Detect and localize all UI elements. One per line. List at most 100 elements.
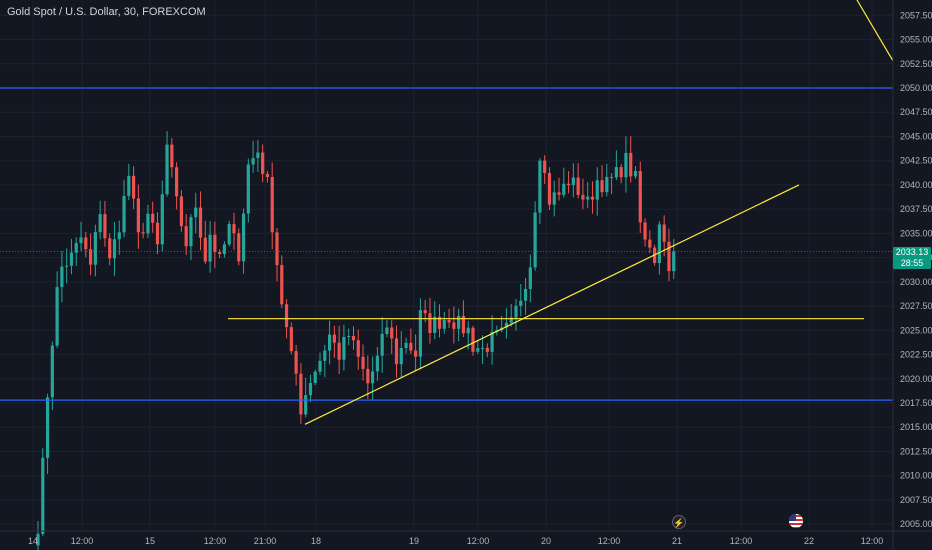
time-tick-label: 12:00 (71, 536, 94, 546)
candle (275, 228, 279, 282)
candle-body (533, 212, 537, 268)
candle-body (447, 319, 451, 323)
candle (184, 214, 188, 255)
candle (361, 344, 365, 381)
price-tick-label: 2052.50 (900, 59, 932, 69)
candle (151, 201, 155, 233)
symbol-title[interactable]: Gold Spot / U.S. Dollar, 30, FOREXCOM (7, 6, 206, 18)
candle (409, 328, 413, 355)
candle (198, 191, 203, 251)
candle-body (457, 315, 461, 329)
price-tick-label: 2040.00 (900, 180, 932, 190)
candle (127, 163, 131, 200)
candle-body (557, 192, 561, 195)
candle-body (605, 176, 609, 193)
candle-body (280, 265, 284, 305)
candle (304, 377, 308, 418)
candle-body (461, 315, 466, 334)
candle-body (313, 371, 317, 383)
candle (327, 320, 332, 365)
candle (648, 230, 652, 254)
candle-body (547, 172, 552, 205)
us-flag-icon[interactable] (789, 514, 803, 528)
price-tick-label: 2007.50 (900, 495, 932, 505)
price-tick-label: 2042.50 (900, 156, 932, 166)
candle (117, 220, 121, 255)
candle (638, 161, 642, 234)
candle-body (84, 237, 88, 250)
candle (337, 325, 341, 375)
candle (418, 298, 422, 370)
candle (232, 212, 236, 250)
candle-body (179, 196, 183, 227)
drawings[interactable] (0, 0, 894, 425)
candle (480, 335, 485, 364)
candle-body (485, 347, 489, 352)
candle (433, 301, 437, 340)
time-axis[interactable]: 14 12:00 15 12:00 21:00 18 19 12:00 20 12:00 21 12:… (28, 536, 883, 546)
candle (485, 343, 489, 358)
candle-body (50, 345, 54, 398)
candle-body (404, 342, 408, 349)
candle-body (222, 244, 227, 254)
candle-body (423, 310, 427, 314)
price-tick-label: 2045.00 (900, 131, 932, 141)
candle (136, 184, 140, 249)
candle (69, 238, 74, 275)
descending-trendline[interactable] (856, 0, 894, 62)
candle (45, 393, 50, 475)
candle-body (428, 313, 432, 334)
candle (614, 150, 618, 181)
price-tick-label: 2035.00 (900, 228, 932, 238)
candle (65, 248, 69, 284)
candle-body (175, 167, 179, 197)
time-tick-label: 12:00 (730, 536, 753, 546)
candle-body (227, 224, 231, 245)
candle (261, 144, 265, 183)
candle (222, 241, 227, 258)
candle-body (127, 175, 131, 196)
time-tick-label: 12:00 (204, 536, 227, 546)
candle-body (132, 175, 136, 199)
last-price-value: 2033.13 (895, 247, 929, 257)
price-tick-label: 2015.00 (900, 422, 932, 432)
candle-body (103, 214, 107, 239)
candle (538, 158, 542, 224)
candle (390, 320, 394, 355)
candle (246, 158, 250, 223)
candle (265, 171, 270, 183)
candle (366, 355, 370, 399)
candle-body (586, 196, 590, 200)
candle (528, 254, 532, 303)
candle (251, 140, 255, 173)
candle-body (36, 533, 40, 546)
candle-body (65, 265, 69, 267)
candle-body (284, 304, 289, 328)
candle-body (375, 355, 379, 372)
candle-body (504, 322, 509, 328)
candle (452, 306, 456, 344)
candle (514, 298, 518, 331)
candle (442, 311, 446, 334)
candle-body (648, 239, 652, 248)
candle (586, 181, 590, 209)
candle (342, 324, 346, 371)
candle (662, 215, 666, 257)
grid (0, 0, 893, 531)
candle (667, 228, 671, 281)
candle-body (385, 327, 389, 334)
candle (299, 363, 303, 424)
lightning-icon[interactable]: ⚡ (672, 515, 686, 529)
candle-body (667, 241, 671, 272)
price-tick-label: 2010.00 (900, 471, 932, 481)
candle-body (562, 183, 566, 195)
candle (318, 352, 322, 376)
ascending-trendline[interactable] (304, 184, 800, 425)
candle (633, 165, 638, 179)
candle-body (543, 160, 547, 173)
candle (399, 331, 403, 379)
candle (566, 171, 571, 194)
candle-body (600, 180, 604, 193)
candle-body (619, 167, 623, 178)
